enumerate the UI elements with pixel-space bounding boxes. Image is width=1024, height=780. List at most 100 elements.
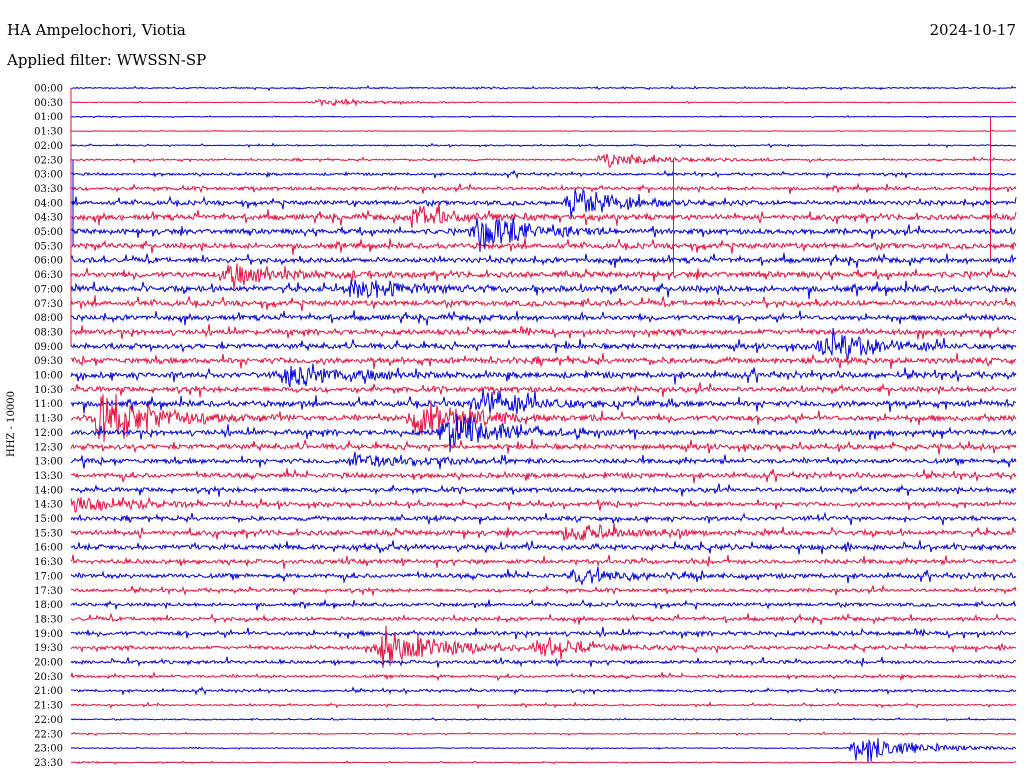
row-time-label: 20:00 — [34, 658, 63, 669]
trace-row — [70, 97, 1017, 107]
trace-row — [70, 625, 1017, 669]
row-time-label: 12:30 — [34, 442, 63, 453]
trace-row — [70, 413, 1017, 453]
trace-row — [70, 327, 1017, 360]
row-time-label: 02:30 — [34, 155, 63, 166]
trace-row — [70, 540, 1017, 555]
trace-row — [70, 626, 1017, 640]
row-time-label: 09:30 — [34, 356, 63, 367]
trace-row — [70, 468, 1017, 484]
trace-row — [71, 129, 1017, 133]
trace-row — [70, 701, 1017, 710]
trace-row — [70, 451, 1017, 470]
row-time-label: 06:00 — [34, 256, 63, 267]
row-time-label: 17:30 — [34, 586, 63, 597]
row-time-label: 17:00 — [34, 571, 63, 582]
row-time-label: 12:00 — [34, 428, 63, 439]
trace-row — [70, 217, 1017, 252]
trace-row — [70, 598, 1017, 611]
trace-row — [70, 716, 1017, 723]
row-time-label: 20:30 — [34, 672, 63, 683]
row-time-label: 15:30 — [34, 528, 63, 539]
row-time-label: 04:00 — [34, 198, 63, 209]
row-time-label: 01:00 — [34, 112, 63, 123]
trace-row — [70, 382, 1017, 398]
trace-row — [70, 497, 1017, 513]
row-time-label: 03:30 — [34, 184, 63, 195]
row-time-label: 14:30 — [34, 500, 63, 511]
row-time-label: 10:00 — [34, 371, 63, 382]
trace-row — [70, 142, 1017, 149]
trace-row — [70, 656, 1017, 668]
row-time-label: 08:30 — [34, 327, 63, 338]
row-time-label: 22:00 — [34, 715, 63, 726]
row-time-label: 16:30 — [34, 557, 63, 568]
row-time-label: 04:30 — [34, 213, 63, 224]
row-time-label: 19:30 — [34, 643, 63, 654]
row-time-label: 05:30 — [34, 241, 63, 252]
trace-row — [70, 295, 1017, 312]
row-time-label: 18:00 — [34, 600, 63, 611]
row-time-label: 02:00 — [34, 141, 63, 152]
trace-row — [70, 252, 1017, 269]
trace-row — [70, 169, 1017, 180]
row-time-label: 19:00 — [34, 629, 63, 640]
row-time-label: 23:00 — [34, 744, 63, 755]
row-time-label: 23:30 — [34, 758, 63, 769]
row-time-label: 09:00 — [34, 342, 63, 353]
trace-row — [70, 323, 1017, 340]
trace-row — [70, 760, 1017, 765]
row-time-label: 08:00 — [34, 313, 63, 324]
row-time-label: 03:00 — [34, 170, 63, 181]
trace-row — [70, 310, 1017, 326]
station-title: HA Ampelochori, Viotia — [7, 21, 186, 39]
row-time-label: 21:00 — [34, 686, 63, 697]
trace-row — [70, 84, 1017, 92]
trace-row — [70, 511, 1017, 526]
trace-row — [70, 393, 1017, 442]
trace-row — [70, 584, 1017, 596]
row-time-label: 00:30 — [34, 98, 63, 109]
trace-row — [70, 114, 1017, 119]
trace-row — [70, 352, 1017, 370]
trace-row — [70, 522, 1017, 541]
trace-row — [70, 439, 1017, 455]
trace-row — [70, 554, 1017, 569]
row-time-label: 14:00 — [34, 485, 63, 496]
row-time-label: 13:30 — [34, 471, 63, 482]
spike-group — [70, 88, 991, 347]
row-time-label: 21:30 — [34, 701, 63, 712]
trace-row — [70, 182, 1017, 195]
row-time-label: 00:00 — [34, 84, 63, 95]
trace-row — [70, 566, 1017, 585]
trace-row — [70, 686, 1017, 696]
filter-label: Applied filter: WWSSN-SP — [6, 51, 206, 69]
trace-group — [70, 84, 1017, 765]
row-time-label: 11:30 — [34, 414, 63, 425]
row-time-label: 15:00 — [34, 514, 63, 525]
trace-row — [70, 153, 1017, 168]
row-time-label: 07:30 — [34, 299, 63, 310]
trace-row — [70, 389, 1017, 414]
row-time-label: 06:30 — [34, 270, 63, 281]
trace-row — [70, 738, 1017, 763]
tick-label-group: 00:00 00:30 01:00 01:30 02:00 02:30 03:00 03:30… — [34, 84, 63, 769]
trace-row — [70, 612, 1017, 626]
trace-row — [70, 670, 1017, 682]
trace-row — [70, 483, 1017, 497]
row-time-label: 05:00 — [34, 227, 63, 238]
row-time-label: 01:30 — [34, 127, 63, 138]
row-time-label: 16:00 — [34, 543, 63, 554]
trace-row — [70, 279, 1017, 300]
y-axis-label: HHZ - 10000 — [6, 391, 17, 457]
row-time-label: 18:30 — [34, 614, 63, 625]
trace-row — [70, 201, 1017, 229]
trace-row — [70, 731, 1017, 737]
trace-row — [70, 189, 1017, 218]
date-label: 2024-10-17 — [930, 21, 1016, 39]
row-time-label: 22:30 — [34, 729, 63, 740]
row-time-label: 10:30 — [34, 385, 63, 396]
trace-row — [70, 237, 1017, 255]
row-time-label: 07:00 — [34, 284, 63, 295]
